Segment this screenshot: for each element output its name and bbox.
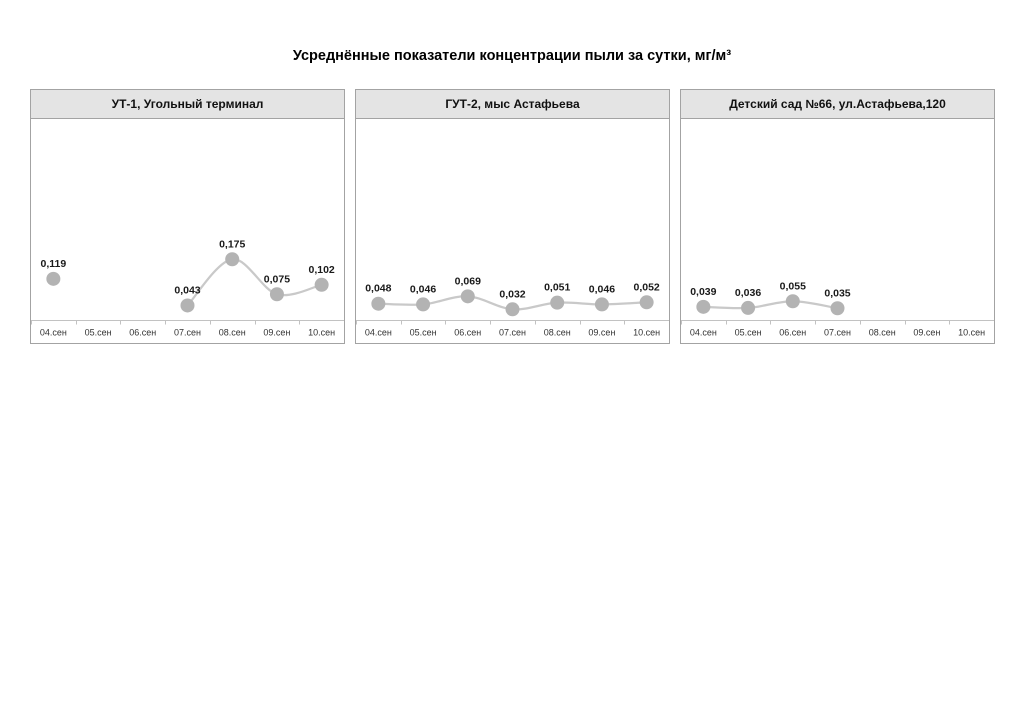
svg-text:04.сен: 04.сен — [365, 328, 392, 338]
svg-text:08.сен: 08.сен — [544, 328, 571, 338]
chart-panel-ut1: УТ-1, Угольный терминал 04.сен 05.сен 06.с… — [30, 89, 345, 344]
page-title: Усреднённые показатели концентрации пыли… — [292, 48, 732, 64]
svg-text:0,043: 0,043 — [174, 284, 200, 296]
svg-text:0,036: 0,036 — [735, 287, 761, 299]
svg-text:0,069: 0,069 — [455, 275, 481, 287]
svg-text:07.сен: 07.сен — [174, 328, 201, 338]
line-chart-ut1: 04.сен 05.сен 06.сен 07.сен 08.сен 09.сен 10.с… — [31, 238, 344, 338]
chart-panel-kindergarten: Детский сад №66, ул.Астафьева,120 04.сен… — [680, 89, 995, 344]
svg-text:07.сен: 07.сен — [499, 328, 526, 338]
chart-plot-area-gut2: 04.сен 05.сен 06.сен 07.сен 08.сен 09.сен 10.с… — [356, 119, 669, 343]
svg-text:06.сен: 06.сен — [779, 328, 806, 338]
svg-text:0,035: 0,035 — [824, 287, 850, 299]
svg-text:10.сен: 10.сен — [633, 328, 660, 338]
line-chart-gut2: 04.сен 05.сен 06.сен 07.сен 08.сен 09.сен 10.с… — [356, 275, 669, 338]
chart-title-kindergarten: Детский сад №66, ул.Астафьева,120 — [681, 90, 994, 119]
chart-title-ut1: УТ-1, Угольный терминал — [31, 90, 344, 119]
svg-text:0,039: 0,039 — [690, 286, 716, 298]
svg-text:06.сен: 06.сен — [129, 328, 156, 338]
chart-panel-gut2: ГУТ-2, мыс Астафьева 04.сен 05.сен 06.сен 0… — [355, 89, 670, 344]
svg-text:04.сен: 04.сен — [690, 328, 717, 338]
svg-text:0,032: 0,032 — [499, 288, 525, 300]
svg-text:0,051: 0,051 — [544, 282, 570, 294]
svg-text:0,046: 0,046 — [410, 283, 436, 295]
line-chart-kindergarten: 04.сен 05.сен 06.сен 07.сен 08.сен 09.сен 10.с… — [681, 280, 994, 338]
svg-text:0,046: 0,046 — [589, 283, 615, 295]
svg-text:0,055: 0,055 — [780, 280, 806, 292]
svg-text:0,119: 0,119 — [41, 258, 67, 270]
svg-text:0,175: 0,175 — [219, 238, 245, 250]
svg-text:09.сен: 09.сен — [913, 328, 940, 338]
svg-text:05.сен: 05.сен — [85, 328, 112, 338]
svg-text:0,075: 0,075 — [264, 273, 290, 285]
svg-text:09.сен: 09.сен — [263, 328, 290, 338]
svg-text:05.сен: 05.сен — [410, 328, 437, 338]
svg-text:06.сен: 06.сен — [454, 328, 481, 338]
chart-plot-area-kindergarten: 04.сен 05.сен 06.сен 07.сен 08.сен 09.сен 10.с… — [681, 119, 994, 343]
chart-title-gut2: ГУТ-2, мыс Астафьева — [356, 90, 669, 119]
svg-text:09.сен: 09.сен — [588, 328, 615, 338]
svg-text:10.сен: 10.сен — [308, 328, 335, 338]
svg-text:0,048: 0,048 — [365, 283, 391, 295]
svg-text:0,052: 0,052 — [634, 281, 660, 293]
svg-text:05.сен: 05.сен — [735, 328, 762, 338]
svg-text:08.сен: 08.сен — [219, 328, 246, 338]
svg-text:07.сен: 07.сен — [824, 328, 851, 338]
svg-text:08.сен: 08.сен — [869, 328, 896, 338]
svg-text:0,102: 0,102 — [309, 264, 335, 276]
chart-plot-area-ut1: 04.сен 05.сен 06.сен 07.сен 08.сен 09.сен 10.с… — [31, 119, 344, 343]
svg-text:04.сен: 04.сен — [40, 328, 67, 338]
svg-text:10.сен: 10.сен — [958, 328, 985, 338]
charts-row: УТ-1, Угольный терминал 04.сен 05.сен 06.с… — [30, 89, 995, 344]
